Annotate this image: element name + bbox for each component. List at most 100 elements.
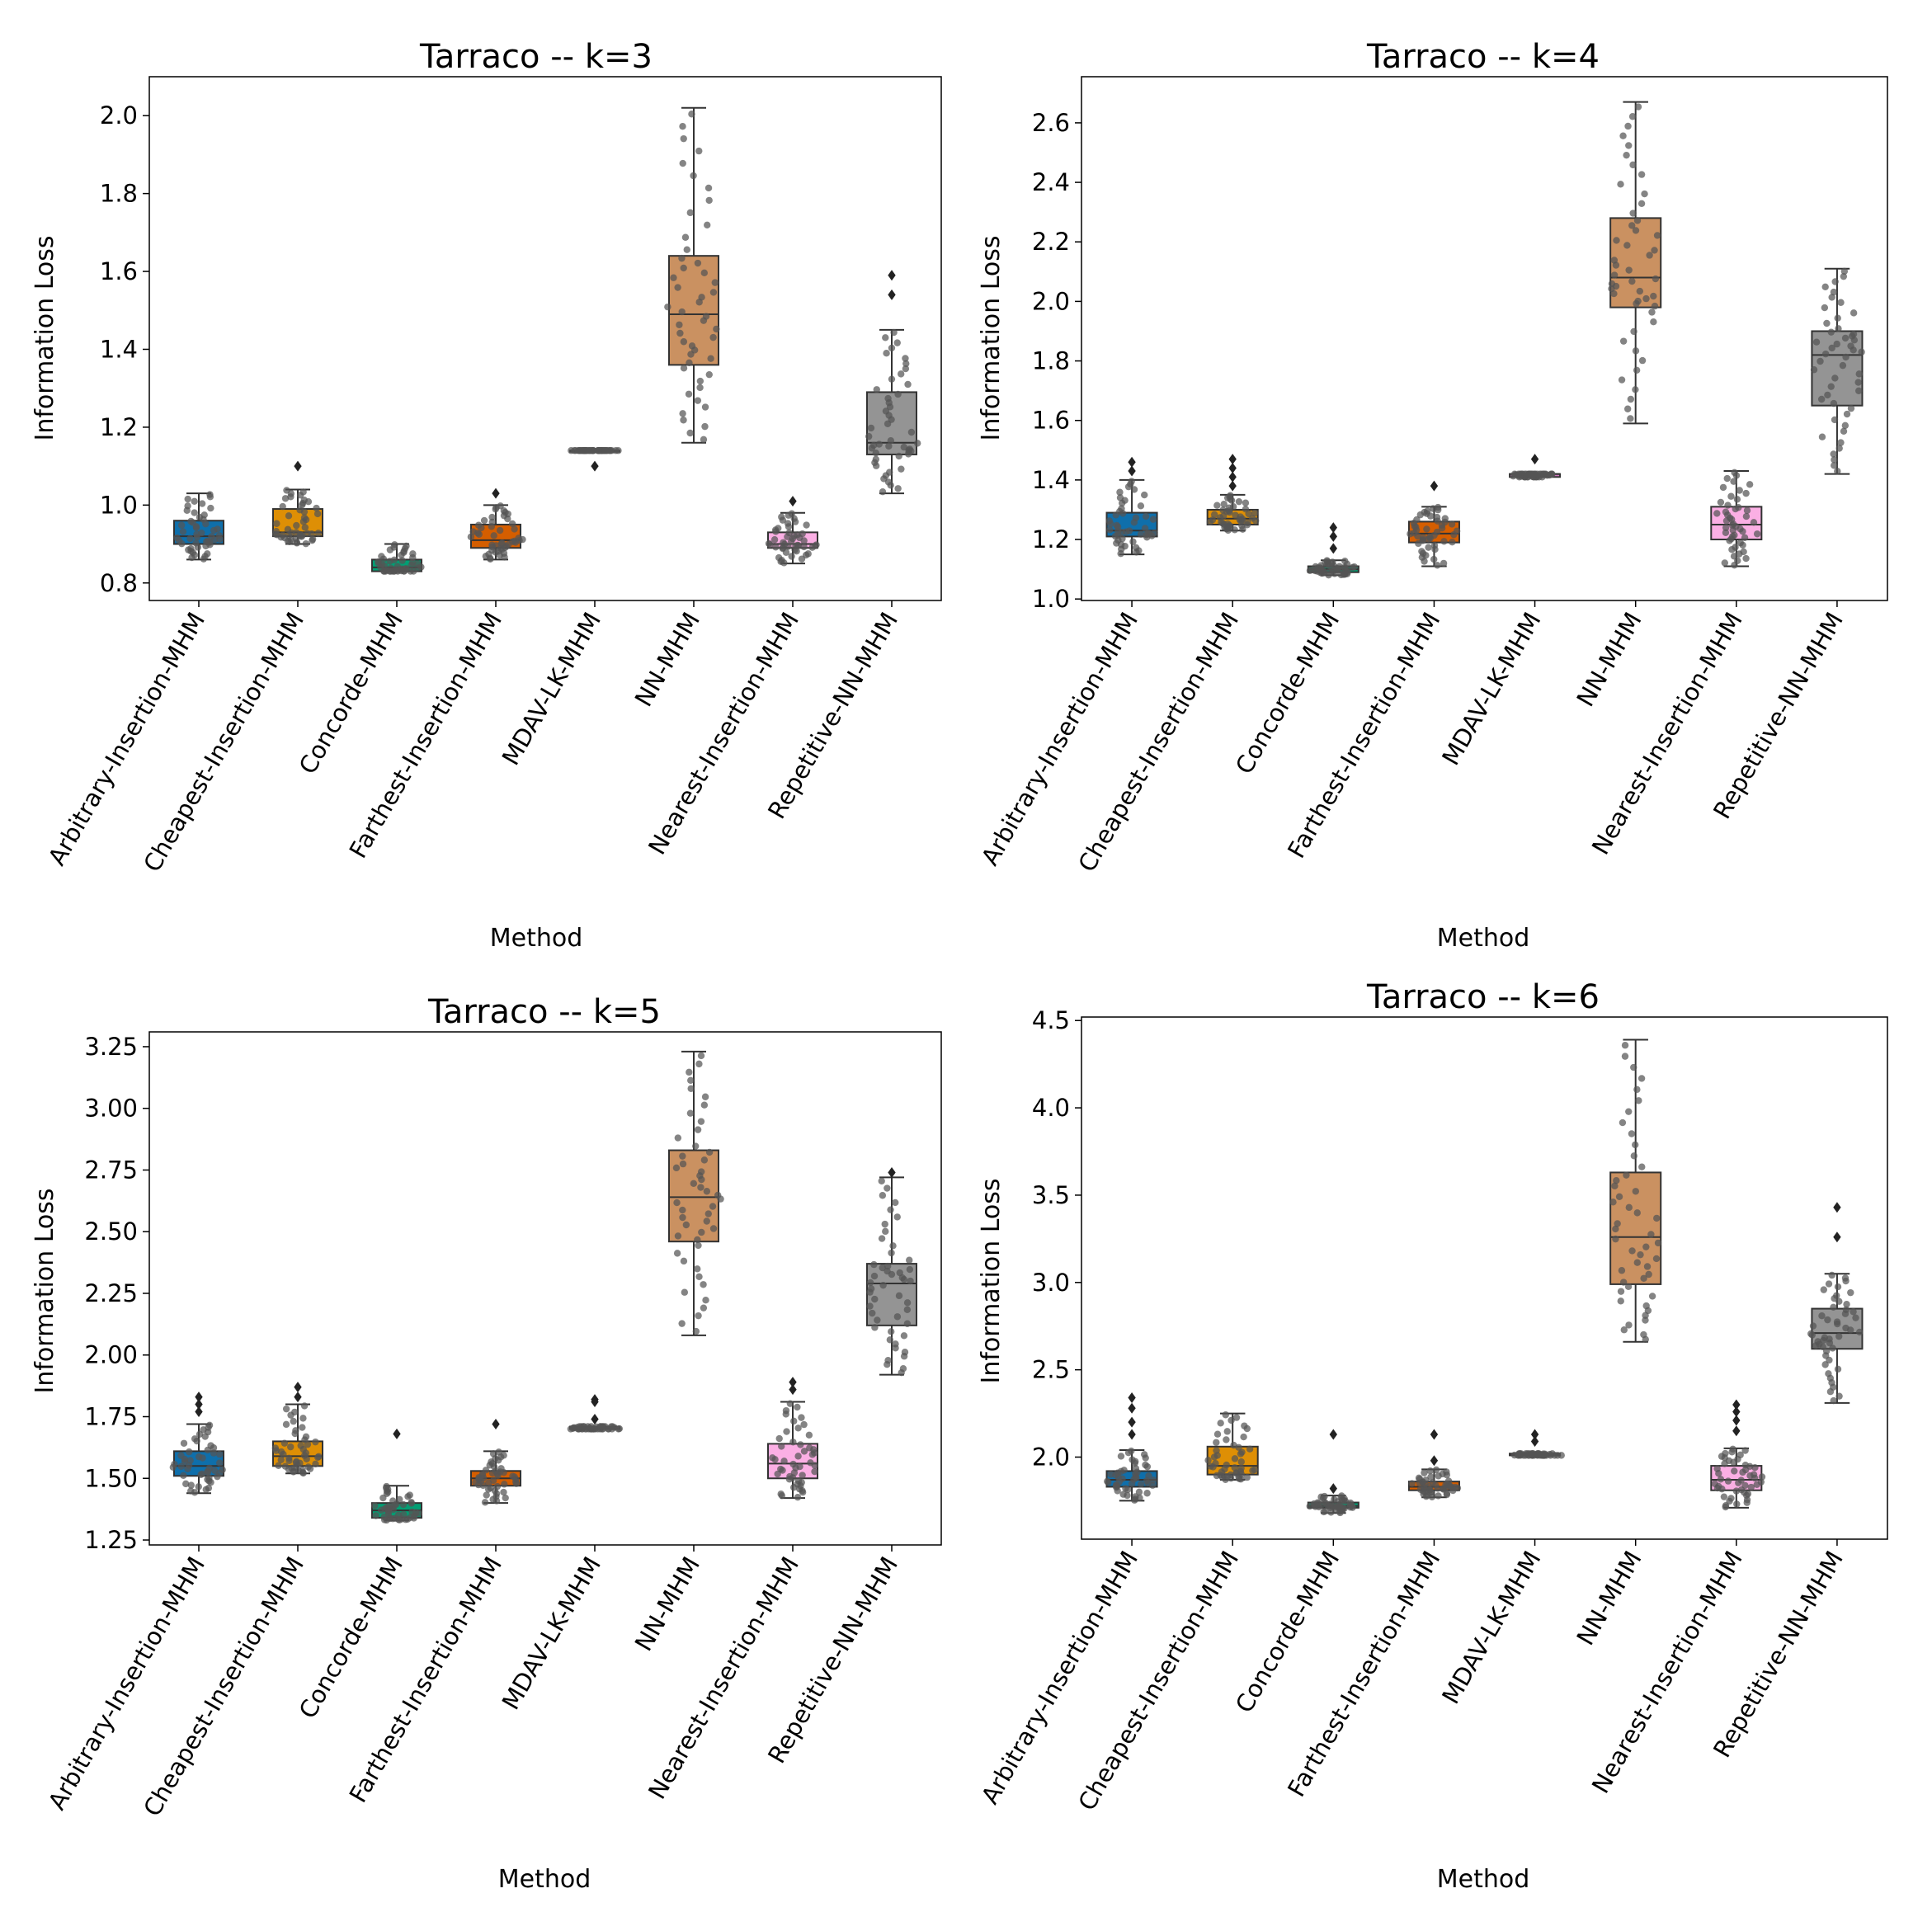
- y-tick-label: 1.0: [100, 491, 138, 519]
- y-tick-label: 3.0: [1032, 1269, 1070, 1297]
- swarm-point: [879, 488, 887, 496]
- swarm-point: [400, 1510, 408, 1519]
- swarm-point: [587, 1423, 595, 1430]
- swarm-point: [895, 1292, 903, 1300]
- swarm-point: [874, 1316, 881, 1324]
- swarm-point: [1830, 288, 1838, 296]
- y-tick-label: 1.4: [1032, 466, 1070, 494]
- swarm-point: [778, 1443, 785, 1450]
- outlier-marker: [888, 270, 896, 281]
- x-axis-label: Method: [1437, 924, 1530, 953]
- swarm-point: [674, 1232, 682, 1240]
- swarm-point: [1645, 1270, 1652, 1279]
- swarm-point: [1741, 1462, 1750, 1469]
- swarm-point: [1125, 527, 1133, 535]
- swarm-point: [1828, 344, 1835, 352]
- outlier-marker: [1128, 1429, 1136, 1440]
- swarm-point: [1540, 470, 1548, 478]
- swarm-point: [1827, 383, 1835, 390]
- swarm-point: [702, 313, 710, 320]
- swarm-point: [1842, 353, 1850, 361]
- y-tick-label: 4.5: [1032, 1006, 1070, 1034]
- swarm-point: [1212, 1459, 1219, 1467]
- swarm-point: [882, 1227, 889, 1236]
- swarm-point: [1529, 1450, 1536, 1458]
- swarm-point: [1834, 468, 1841, 475]
- swarm-point: [192, 539, 200, 547]
- swarm-point: [1350, 563, 1358, 571]
- swarm-point: [679, 1206, 686, 1214]
- swarm-point: [866, 1302, 874, 1310]
- swarm-point: [1230, 1441, 1237, 1449]
- swarm-point: [1137, 530, 1145, 538]
- x-axis-label: Method: [1437, 1865, 1530, 1894]
- swarm-point: [780, 539, 787, 546]
- swarm-point: [1619, 1279, 1628, 1286]
- swarm-point: [1740, 548, 1747, 556]
- swarm-point: [698, 1228, 705, 1236]
- swarm-point: [480, 516, 488, 525]
- swarm-point: [208, 533, 215, 540]
- swarm-point: [301, 524, 309, 531]
- swarm-point: [871, 1324, 879, 1331]
- swarm-point: [783, 1428, 790, 1435]
- swarm-point: [1329, 558, 1336, 566]
- swarm-point: [879, 1192, 887, 1199]
- swarm-point: [1632, 386, 1639, 393]
- outlier-marker: [492, 1418, 500, 1429]
- y-tick-label: 2.2: [1032, 228, 1070, 256]
- swarm-point: [1237, 1458, 1245, 1466]
- swarm-point: [881, 1220, 888, 1228]
- y-tick-label: 1.6: [1032, 407, 1070, 435]
- swarm-point: [1628, 277, 1636, 285]
- swarm-point: [177, 1452, 185, 1459]
- swarm-point: [682, 1221, 690, 1229]
- swarm-point: [501, 1481, 508, 1488]
- swarm-point: [866, 1279, 874, 1287]
- swarm-point: [281, 1462, 290, 1470]
- swarm-point: [794, 541, 801, 549]
- y-tick-label: 2.6: [1032, 109, 1070, 137]
- swarm-point: [1730, 478, 1737, 485]
- swarm-point: [1629, 161, 1637, 169]
- swarm-point: [1642, 1243, 1650, 1250]
- swarm-point: [867, 424, 875, 432]
- swarm-point: [515, 535, 522, 542]
- swarm-point: [1642, 294, 1650, 303]
- swarm-point: [186, 1448, 193, 1456]
- swarm-point: [596, 1423, 605, 1430]
- swarm-point: [1418, 548, 1425, 555]
- swarm-point: [1637, 200, 1646, 207]
- y-tick-label: 2.50: [84, 1217, 138, 1246]
- outlier-marker: [492, 487, 500, 499]
- swarm-point: [694, 1236, 701, 1244]
- swarm-point: [1227, 1471, 1235, 1479]
- outlier-marker: [1128, 1402, 1136, 1414]
- swarm-point: [680, 134, 687, 143]
- swarm-point: [703, 1188, 711, 1195]
- swarm-point: [1621, 1053, 1629, 1060]
- swarm-point: [1223, 1436, 1230, 1443]
- swarm-point: [1625, 142, 1633, 149]
- swarm-point: [399, 1500, 408, 1509]
- swarm-point: [285, 512, 293, 520]
- swarm-point: [302, 539, 310, 548]
- x-axis-label: Method: [490, 924, 583, 953]
- swarm-point: [887, 1206, 894, 1213]
- swarm-point: [609, 1423, 616, 1430]
- swarm-point: [1827, 328, 1835, 336]
- swarm-point: [1242, 506, 1250, 513]
- swarm-point: [871, 1295, 879, 1303]
- swarm-point: [511, 525, 518, 533]
- swarm-point: [1834, 314, 1841, 322]
- swarm-point: [402, 565, 410, 572]
- swarm-point: [1840, 272, 1848, 280]
- swarm-point: [1833, 1318, 1841, 1326]
- swarm-point: [709, 1225, 718, 1232]
- swarm-point: [1640, 1330, 1647, 1339]
- swarm-point: [186, 1457, 194, 1464]
- swarm-point: [888, 344, 896, 352]
- swarm-point: [711, 279, 719, 286]
- swarm-point: [686, 429, 694, 437]
